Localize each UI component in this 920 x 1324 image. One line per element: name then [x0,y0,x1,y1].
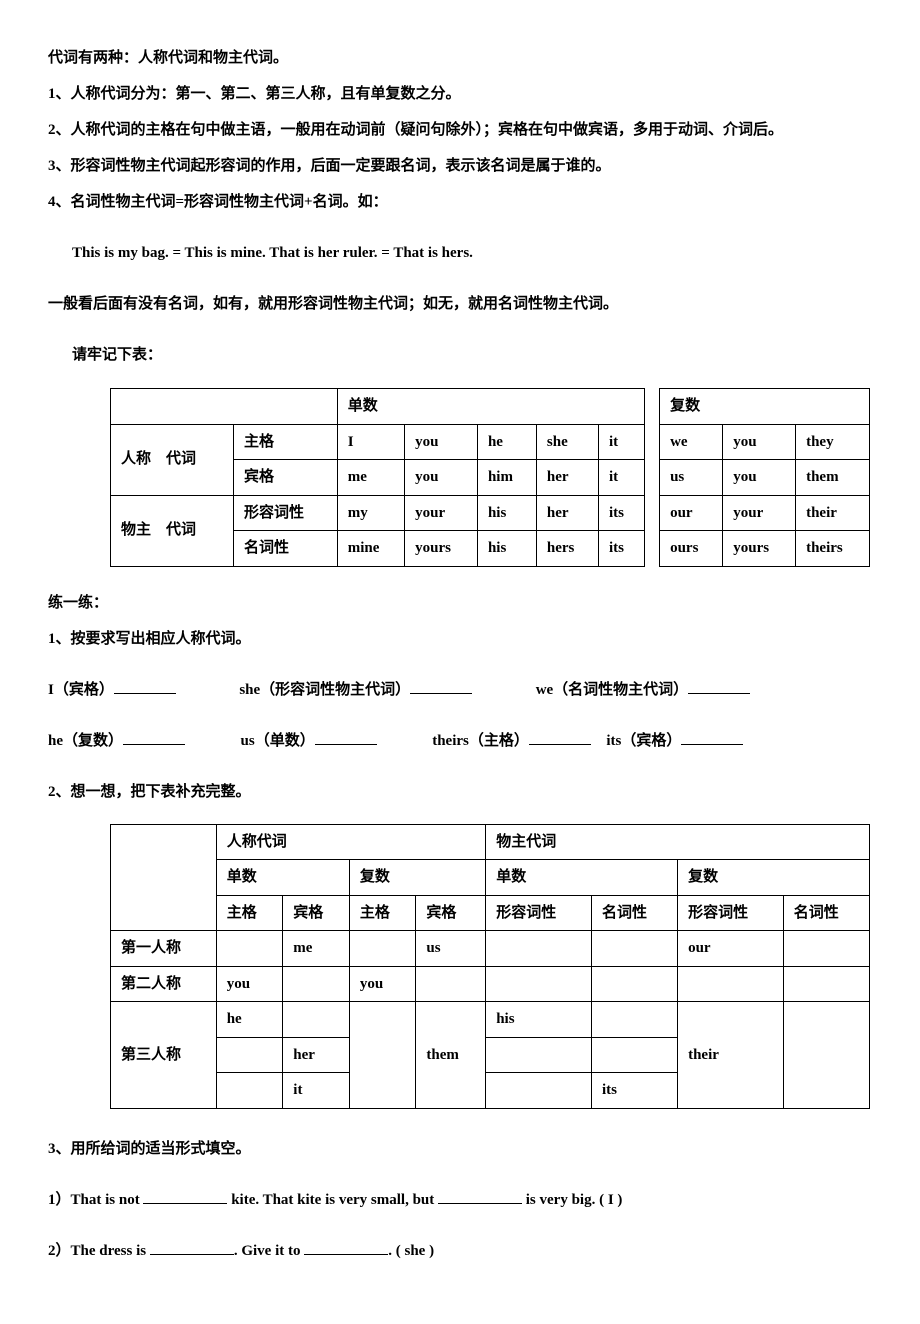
intro-example: This is my bag. = This is mine. That is … [48,235,872,271]
blank [123,729,185,745]
intro-memo: 请牢记下表： [48,337,872,373]
blank [304,1239,388,1255]
pronoun-table: 单数 复数 人称 代词 主格 I you he she it we you th… [110,388,870,567]
q1-line-a: I（宾格） she（形容词性物主代词） we（名词性物主代词） [48,672,872,708]
blank [688,678,750,694]
blank [529,729,591,745]
intro-p4: 3、形容词性物主代词起形容词的作用，后面一定要跟名词，表示该名词是属于谁的。 [48,148,872,184]
q3-item-2: 2）The dress is . Give it to . ( she ) [48,1233,872,1269]
blank [143,1188,227,1204]
t1-r2-label: 宾格 [233,460,337,496]
intro-p2: 1、人称代词分为：第一、第二、第三人称，且有单复数之分。 [48,76,872,112]
q1-title: 1、按要求写出相应人称代词。 [48,621,872,657]
practice-title: 练一练： [48,585,872,621]
q3-item-1: 1）That is not kite. That kite is very sm… [48,1182,872,1218]
q1-line-b: he（复数） us（单数） theirs（主格） its（宾格） [48,723,872,759]
blank [681,729,743,745]
t1-group-personal: 人称 代词 [111,424,234,495]
intro-p1: 代词有两种：人称代词和物主代词。 [48,40,872,76]
blank [438,1188,522,1204]
blank [114,678,176,694]
t1-head-singular: 单数 [337,389,644,425]
blank [315,729,377,745]
blank [150,1239,234,1255]
t1-group-possessive: 物主 代词 [111,495,234,566]
intro-p3: 2、人称代词的主格在句中做主语，一般用在动词前（疑问句除外）；宾格在句中做宾语，… [48,112,872,148]
t1-r1-label: 主格 [233,424,337,460]
q2-title: 2、想一想，把下表补充完整。 [48,774,872,810]
t1-r3-label: 形容词性 [233,495,337,531]
intro-p5: 4、名词性物主代词=形容词性物主代词+名词。如： [48,184,872,220]
q3-title: 3、用所给词的适当形式填空。 [48,1131,872,1167]
blank [410,678,472,694]
t1-r4-label: 名词性 [233,531,337,567]
t1-head-plural: 复数 [660,389,870,425]
fill-table: 人称代词 物主代词 单数 复数 单数 复数 主格 宾格 主格 宾格 形容词性 名… [110,824,870,1109]
intro-p6: 一般看后面有没有名词，如有，就用形容词性物主代词；如无，就用名词性物主代词。 [48,286,872,322]
